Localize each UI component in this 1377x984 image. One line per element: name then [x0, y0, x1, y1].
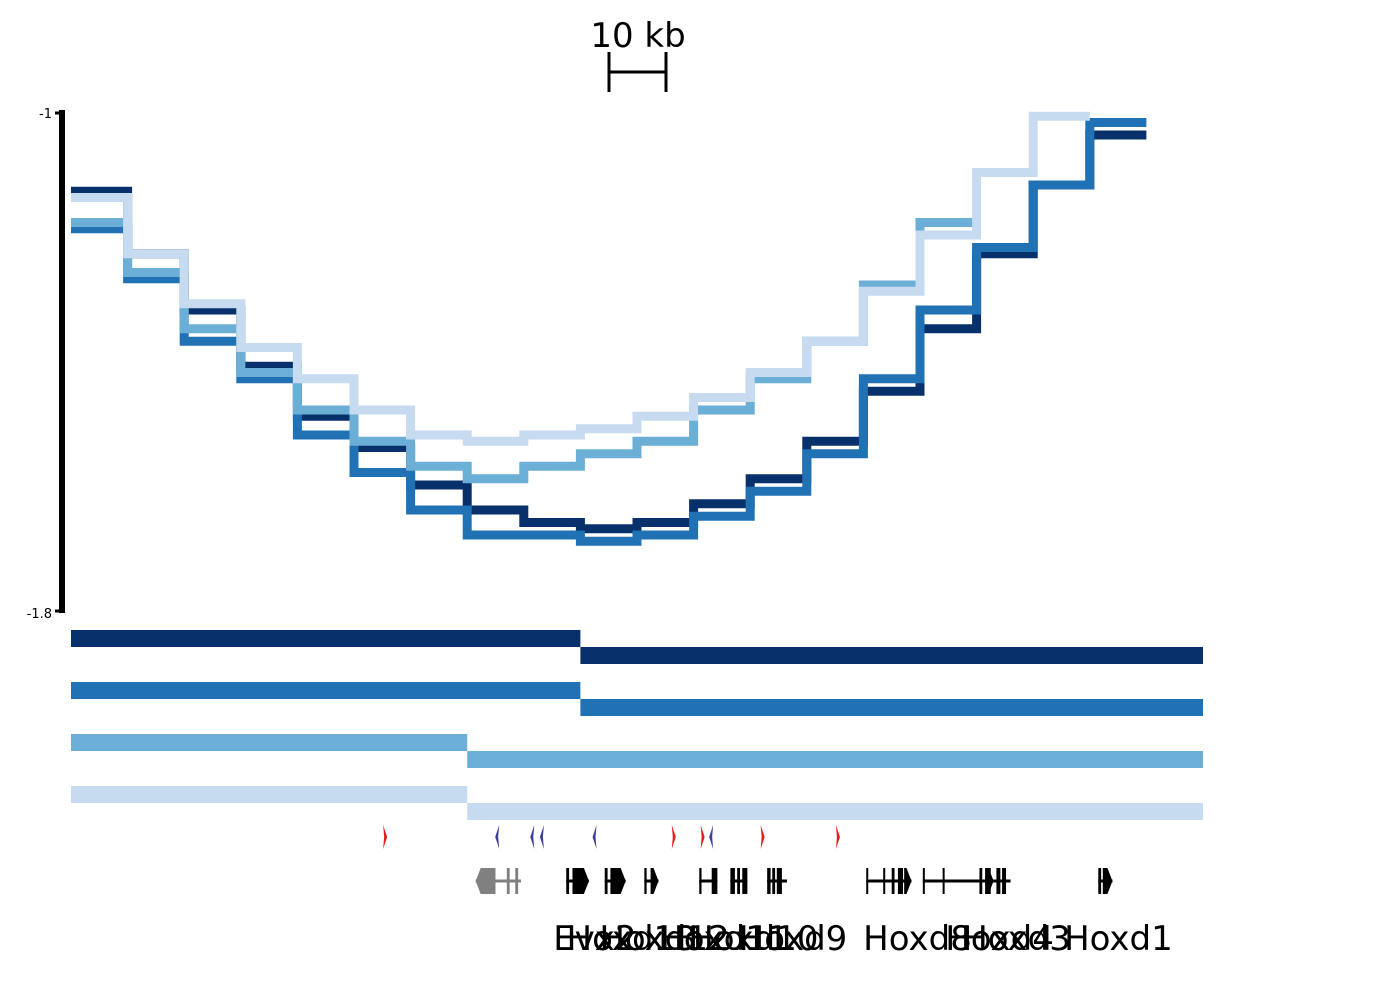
- gene-hoxd1: Hoxd1: [1064, 868, 1173, 959]
- gene-exon: [650, 868, 659, 894]
- gene-hoxd9: Hoxd9: [739, 868, 848, 959]
- ctcf-site-forward: [700, 825, 705, 849]
- ctcf-track: [383, 825, 840, 849]
- gene-hoxd4: Hoxd4: [922, 868, 1054, 959]
- series-line-2-path: [71, 118, 1147, 546]
- gene-exon: [922, 868, 925, 894]
- ctcf-site-reverse: [592, 825, 597, 849]
- gene-exon: [610, 868, 626, 894]
- gene-exon: [979, 868, 983, 894]
- gene-exon: [891, 868, 895, 894]
- insulation-score-lines: [71, 111, 1147, 546]
- domain-track-2: [71, 682, 1203, 716]
- domain-track-1: [71, 630, 1203, 664]
- scale-bar: 10 kb: [590, 16, 686, 92]
- gene-exon: [572, 868, 589, 894]
- gene-hoxd12: Hoxd12: [599, 868, 730, 959]
- gene-hoxd10: Hoxd10: [688, 868, 819, 959]
- gene-exon: [566, 868, 570, 894]
- domain-tracks: [71, 630, 1203, 820]
- gene-exon: [942, 868, 945, 894]
- gene-label: Hoxd13: [567, 919, 697, 959]
- ctcf-site-forward: [383, 825, 388, 849]
- gene-exon: [737, 868, 741, 894]
- ctcf-site-reverse: [495, 825, 500, 849]
- series-line-1-path: [71, 130, 1147, 534]
- y-axis: -1 -1.8: [27, 107, 65, 622]
- gene-label: Hoxd12: [599, 919, 729, 959]
- gene-label: Hoxd9: [739, 919, 848, 959]
- ctcf-site-forward: [671, 825, 676, 849]
- gene-exon: [711, 868, 718, 894]
- gene-exon: [742, 868, 748, 894]
- gene-exon: [1002, 868, 1007, 894]
- series-line-4-path: [71, 111, 1090, 446]
- gene-exon: [987, 868, 991, 894]
- gene: [475, 868, 521, 894]
- gene-hoxd13: Hoxd13: [567, 868, 697, 959]
- gene-exon: [776, 868, 782, 894]
- gene-exon: [515, 868, 519, 894]
- gene-exon: [506, 868, 510, 894]
- gene-exon: [897, 868, 904, 894]
- gene-exon: [772, 868, 776, 894]
- gene-label: Hoxd11: [658, 919, 788, 959]
- domain-segment: [71, 786, 468, 803]
- gene-exon: [604, 868, 608, 894]
- domain-segment: [467, 751, 1203, 768]
- gene-label: Hoxd4: [945, 919, 1054, 959]
- gene-exon: [883, 868, 886, 894]
- gene-exon: [1098, 868, 1102, 894]
- gene-exon: [699, 868, 702, 894]
- gene-exon: [767, 868, 771, 894]
- domain-segment: [71, 682, 581, 699]
- gene-label: Evx2: [553, 919, 636, 959]
- gene-label: Hoxd10: [688, 919, 818, 959]
- gene-hoxd11: Hoxd11: [658, 868, 789, 959]
- domain-segment: [71, 630, 581, 647]
- series-line-2: [71, 118, 1147, 546]
- gene-exon: [644, 868, 647, 894]
- scale-bar-label: 10 kb: [590, 16, 685, 56]
- gene-exon: [904, 868, 912, 894]
- y-axis-bottom-label: -1.8: [27, 607, 52, 622]
- ctcf-site-forward: [760, 825, 765, 849]
- domain-track-4: [71, 786, 1203, 820]
- gene-label: Hoxd3: [962, 919, 1071, 959]
- series-line-1: [71, 130, 1147, 534]
- gene-exon: [730, 868, 735, 894]
- ctcf-site-reverse: [709, 825, 714, 849]
- domain-segment: [467, 803, 1203, 820]
- gene-label: Hoxd8: [863, 919, 972, 959]
- gene-exon: [1102, 868, 1113, 894]
- domain-segment: [580, 699, 1203, 716]
- gene-hoxd8: Hoxd8: [863, 868, 972, 959]
- series-line-4: [71, 111, 1090, 446]
- gene-evx2: Evx2: [553, 868, 637, 959]
- y-axis-top-label: -1: [39, 107, 52, 122]
- gene-exon: [475, 868, 496, 894]
- domain-segment: [580, 647, 1203, 664]
- domain-track-3: [71, 734, 1203, 768]
- gene-hoxd3: Hoxd3: [962, 868, 1071, 959]
- gene-label: Hoxd1: [1064, 919, 1173, 959]
- ctcf-site-forward: [835, 825, 840, 849]
- ctcf-site-reverse: [530, 825, 535, 849]
- ctcf-site-reverse: [539, 825, 544, 849]
- gene-exon: [996, 868, 1001, 894]
- domain-segment: [71, 734, 468, 751]
- gene-exon: [866, 868, 869, 894]
